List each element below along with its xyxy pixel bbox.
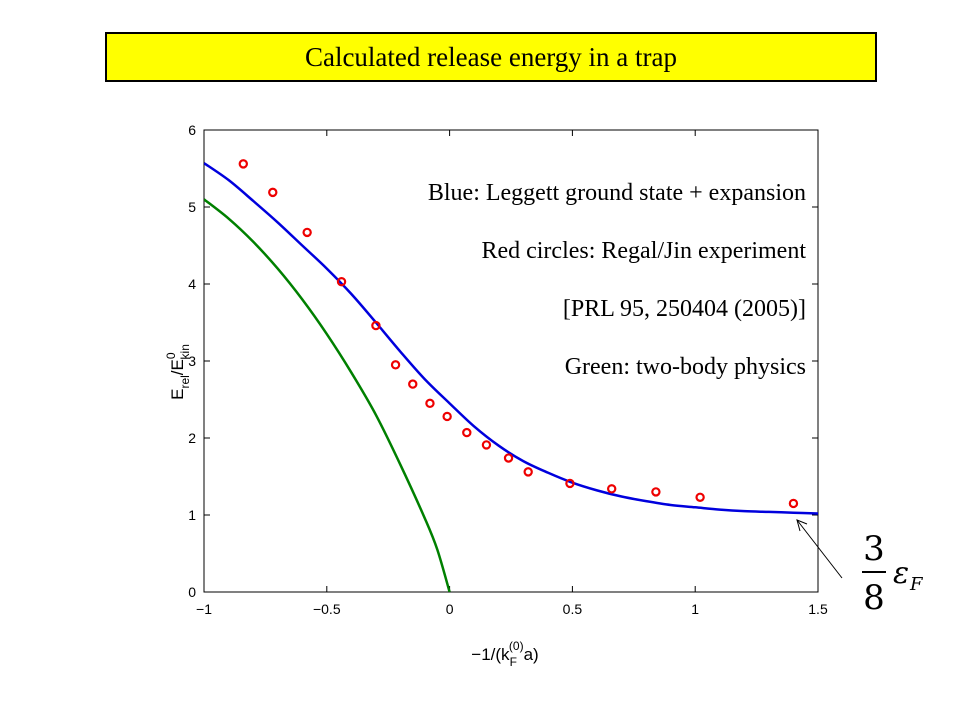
red-data-point xyxy=(695,492,705,502)
series-group xyxy=(204,159,818,592)
x-tick-label: −1 xyxy=(196,601,212,617)
formula-subscript: F xyxy=(909,574,924,595)
red-data-point xyxy=(503,453,514,463)
red-data-point xyxy=(390,360,401,370)
y-tick-label: 5 xyxy=(188,199,196,215)
red-data-point xyxy=(523,467,533,477)
y-tick-label: 6 xyxy=(188,122,196,138)
formula-annotation: 3 8 ε F xyxy=(796,519,924,618)
axis-ticks: −1 −0.5 0 0.5 1 1.5 0 1 2 3 4 5 6 xyxy=(188,122,828,617)
red-data-point xyxy=(462,427,472,438)
red-data-point xyxy=(565,478,575,489)
formula-epsilon: ε xyxy=(893,556,909,591)
legend-text-block: Blue: Leggett ground state + expansion R… xyxy=(428,180,806,380)
red-data-point xyxy=(238,159,248,169)
red-data-point xyxy=(606,484,617,494)
red-data-point xyxy=(651,487,661,497)
formula-arrow-head xyxy=(796,519,808,532)
x-tick-label: 0 xyxy=(446,601,454,617)
green-curve xyxy=(204,198,451,592)
legend-green: Green: two-body physics xyxy=(565,354,806,380)
red-data-point xyxy=(481,440,492,450)
red-data-point xyxy=(371,320,381,331)
formula-arrow-line xyxy=(796,519,843,579)
legend-reference: [PRL 95, 250404 (2005)] xyxy=(563,296,806,322)
formula-denominator: 8 xyxy=(863,578,885,618)
x-tick-label: 1 xyxy=(691,601,699,617)
y-tick-label: 1 xyxy=(188,507,196,523)
slide-title: Calculated release energy in a trap xyxy=(105,32,877,82)
legend-blue: Blue: Leggett ground state + expansion xyxy=(428,180,806,206)
y-tick-label: 2 xyxy=(188,430,196,446)
x-tick-label: −0.5 xyxy=(313,601,341,617)
y-tick-label: 3 xyxy=(188,353,196,369)
red-data-point xyxy=(408,379,418,389)
formula-numerator: 3 xyxy=(863,529,885,569)
red-data-point xyxy=(442,411,452,422)
y-tick-label: 4 xyxy=(188,276,196,292)
red-data-point xyxy=(268,187,278,198)
y-tick-label: 0 xyxy=(188,584,196,600)
red-data-point xyxy=(425,398,435,409)
red-data-point xyxy=(302,227,312,238)
legend-red: Red circles: Regal/Jin experiment xyxy=(481,238,806,264)
y-axis-label: Erel/E0kin xyxy=(164,344,192,400)
red-data-point xyxy=(788,498,799,509)
x-tick-label: 1.5 xyxy=(808,601,828,617)
x-tick-label: 0.5 xyxy=(563,601,583,617)
red-data-point xyxy=(336,276,347,287)
x-axis-label: −1/(kF(0)a) xyxy=(471,639,538,669)
blue-curve xyxy=(204,162,818,515)
